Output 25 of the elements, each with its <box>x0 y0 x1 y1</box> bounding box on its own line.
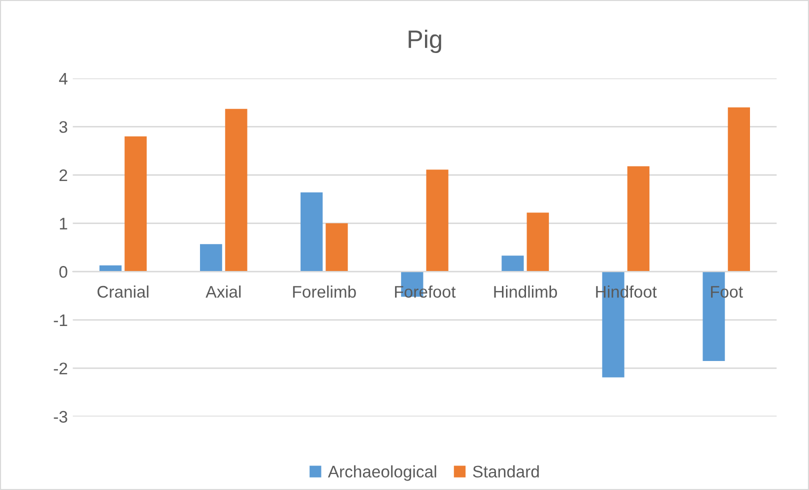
x-tick-label: Cranial <box>98 285 148 298</box>
bar <box>526 212 549 272</box>
y-tick-label: 3 <box>59 121 68 133</box>
x-tick-label: Forelimb <box>293 285 356 298</box>
x-tick-label: Axial <box>206 285 241 298</box>
chart-title: Pig <box>408 30 442 54</box>
y-tick-label: 4 <box>59 72 68 84</box>
bar <box>627 166 650 272</box>
bar <box>728 107 750 272</box>
x-tick-label: Hindlimb <box>494 285 557 298</box>
y-tick-label: 1 <box>60 218 68 230</box>
bar <box>225 108 248 272</box>
y-tick-label: -2 <box>54 362 68 374</box>
bar <box>300 192 323 272</box>
y-tick-label: -3 <box>54 410 68 423</box>
y-tick-label: 0 <box>59 266 68 278</box>
bar <box>502 256 524 272</box>
y-tick-label: -1 <box>54 314 68 326</box>
bar <box>200 244 222 272</box>
bar <box>326 223 348 272</box>
legend-label: Standard <box>472 465 539 478</box>
bar <box>124 136 147 272</box>
bar <box>426 170 448 272</box>
y-tick-label: 2 <box>60 169 68 182</box>
legend-label: Archaeological <box>328 465 436 481</box>
